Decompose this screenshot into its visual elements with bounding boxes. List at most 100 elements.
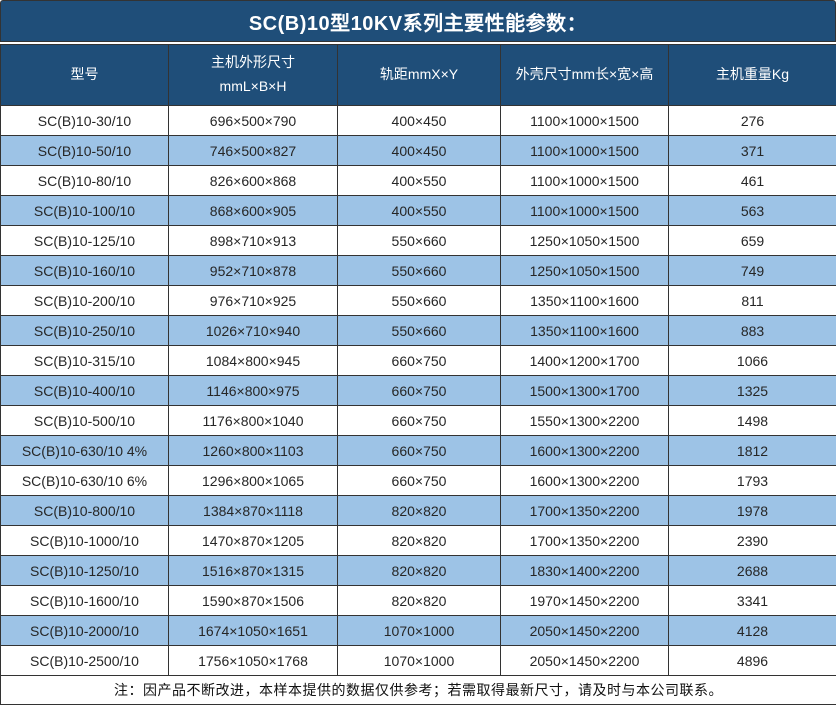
table-cell: 883 xyxy=(668,315,836,346)
table-cell: 1498 xyxy=(668,405,836,436)
table-cell: 1600×1300×2200 xyxy=(500,435,669,466)
table-cell: 1400×1200×1700 xyxy=(500,345,669,376)
table-row: SC(B)10-125/10 898×710×913 550×660 1250×105… xyxy=(0,225,836,256)
table-cell: 746×500×827 xyxy=(168,135,338,166)
table-cell: 461 xyxy=(668,165,836,196)
table-cell: 1176×800×1040 xyxy=(168,405,338,436)
table-cell: 2688 xyxy=(668,555,836,586)
table-cell: 660×750 xyxy=(337,405,501,436)
table-cell: SC(B)10-800/10 xyxy=(0,495,169,526)
table-cell: SC(B)10-200/10 xyxy=(0,285,169,316)
table-cell: SC(B)10-630/10 4% xyxy=(0,435,169,466)
table-cell: 660×750 xyxy=(337,435,501,466)
title-divider xyxy=(0,42,836,44)
table-row: SC(B)10-800/10 1384×870×1118 820×820 1700×1… xyxy=(0,495,836,526)
table-cell: SC(B)10-1600/10 xyxy=(0,585,169,616)
table-cell: SC(B)10-2500/10 xyxy=(0,645,169,676)
table-cell: 1830×1400×2200 xyxy=(500,555,669,586)
table-cell: 1325 xyxy=(668,375,836,406)
table-row: SC(B)10-2500/10 1756×1050×1768 1070×1000 20… xyxy=(0,645,836,676)
footer-note: 注：因产品不断改进，本样本提供的数据仅供参考；若需取得最新尺寸，请及时与本公司联… xyxy=(0,675,836,705)
table-cell: 1978 xyxy=(668,495,836,526)
table-cell: 811 xyxy=(668,285,836,316)
table-cell: 1812 xyxy=(668,435,836,466)
table-cell: 276 xyxy=(668,105,836,136)
table-cell: 660×750 xyxy=(337,465,501,496)
table-row: SC(B)10-100/10 868×600×905 400×550 1100×100… xyxy=(0,195,836,226)
table-cell: 1674×1050×1651 xyxy=(168,615,338,646)
table-cell: 1350×1100×1600 xyxy=(500,285,669,316)
table-row: SC(B)10-500/10 1176×800×1040 660×750 1550×1… xyxy=(0,405,836,436)
table-row: SC(B)10-50/10 746×500×827 400×450 1100×1000… xyxy=(0,135,836,166)
table-cell: 1084×800×945 xyxy=(168,345,338,376)
table-cell: SC(B)10-160/10 xyxy=(0,255,169,286)
table-cell: 1550×1300×2200 xyxy=(500,405,669,436)
table-cell: 1516×870×1315 xyxy=(168,555,338,586)
table-cell: SC(B)10-1250/10 xyxy=(0,555,169,586)
table-cell: SC(B)10-50/10 xyxy=(0,135,169,166)
table-row: SC(B)10-400/10 1146×800×975 660×750 1500×13… xyxy=(0,375,836,406)
footer-row: 注：因产品不断改进，本样本提供的数据仅供参考；若需取得最新尺寸，请及时与本公司联… xyxy=(0,675,836,705)
table-row: SC(B)10-315/10 1084×800×945 660×750 1400×12… xyxy=(0,345,836,376)
table-row: SC(B)10-630/10 4% 1260×800×1103 660×750 160… xyxy=(0,435,836,466)
column-header: 外壳尺寸mm长×宽×高 xyxy=(500,44,669,106)
table-row: SC(B)10-160/10 952×710×878 550×660 1250×105… xyxy=(0,255,836,286)
table-cell: SC(B)10-630/10 6% xyxy=(0,465,169,496)
table-cell: 1250×1050×1500 xyxy=(500,255,669,286)
table-cell: 1700×1350×2200 xyxy=(500,525,669,556)
table-cell: SC(B)10-100/10 xyxy=(0,195,169,226)
table-cell: 550×660 xyxy=(337,255,501,286)
table-cell: 3341 xyxy=(668,585,836,616)
table-cell: 696×500×790 xyxy=(168,105,338,136)
table-cell: 1600×1300×2200 xyxy=(500,465,669,496)
table-row: SC(B)10-250/10 1026×710×940 550×660 1350×11… xyxy=(0,315,836,346)
table-cell: 820×820 xyxy=(337,555,501,586)
table-cell: SC(B)10-80/10 xyxy=(0,165,169,196)
table-cell: 1146×800×975 xyxy=(168,375,338,406)
table-cell: 550×660 xyxy=(337,315,501,346)
table-cell: 976×710×925 xyxy=(168,285,338,316)
table-cell: 2050×1450×2200 xyxy=(500,645,669,676)
table-cell: 1756×1050×1768 xyxy=(168,645,338,676)
table-cell: 2050×1450×2200 xyxy=(500,615,669,646)
table-cell: 563 xyxy=(668,195,836,226)
table-cell: SC(B)10-500/10 xyxy=(0,405,169,436)
header-row: 型号 主机外形尺寸 mmL×B×H 轨距mmX×Y 外壳尺寸mm长×宽×高 主机重量Kg xyxy=(0,44,836,106)
table-cell: 1260×800×1103 xyxy=(168,435,338,466)
table-cell: SC(B)10-2000/10 xyxy=(0,615,169,646)
table-cell: 1100×1000×1500 xyxy=(500,195,669,226)
table-cell: SC(B)10-315/10 xyxy=(0,345,169,376)
table-cell: 1250×1050×1500 xyxy=(500,225,669,256)
table-cell: 2390 xyxy=(668,525,836,556)
table-cell: 898×710×913 xyxy=(168,225,338,256)
table-cell: 659 xyxy=(668,225,836,256)
table-cell: 660×750 xyxy=(337,345,501,376)
table-cell: 1590×870×1506 xyxy=(168,585,338,616)
table-cell: SC(B)10-30/10 xyxy=(0,105,169,136)
table-title: SC(B)10型10KV系列主要性能参数： xyxy=(0,0,836,42)
table-cell: SC(B)10-400/10 xyxy=(0,375,169,406)
table-cell: 1700×1350×2200 xyxy=(500,495,669,526)
table-cell: 952×710×878 xyxy=(168,255,338,286)
table-cell: 1100×1000×1500 xyxy=(500,135,669,166)
table-cell: 371 xyxy=(668,135,836,166)
table-cell: 749 xyxy=(668,255,836,286)
column-header: 主机重量Kg xyxy=(668,44,836,106)
table-row: SC(B)10-1000/10 1470×870×1205 820×820 1700×… xyxy=(0,525,836,556)
table-cell: 1100×1000×1500 xyxy=(500,165,669,196)
table-cell: 1470×870×1205 xyxy=(168,525,338,556)
column-header: 主机外形尺寸 mmL×B×H xyxy=(168,44,338,106)
table-row: SC(B)10-630/10 6% 1296×800×1065 660×750 160… xyxy=(0,465,836,496)
table-cell: 1100×1000×1500 xyxy=(500,105,669,136)
table-cell: 820×820 xyxy=(337,495,501,526)
table-cell: SC(B)10-1000/10 xyxy=(0,525,169,556)
table-cell: 1500×1300×1700 xyxy=(500,375,669,406)
table-cell: 400×450 xyxy=(337,105,501,136)
table-cell: 660×750 xyxy=(337,375,501,406)
table-cell: 4896 xyxy=(668,645,836,676)
table-cell: SC(B)10-125/10 xyxy=(0,225,169,256)
table-cell: 1793 xyxy=(668,465,836,496)
table-cell: 820×820 xyxy=(337,585,501,616)
table-cell: 1026×710×940 xyxy=(168,315,338,346)
